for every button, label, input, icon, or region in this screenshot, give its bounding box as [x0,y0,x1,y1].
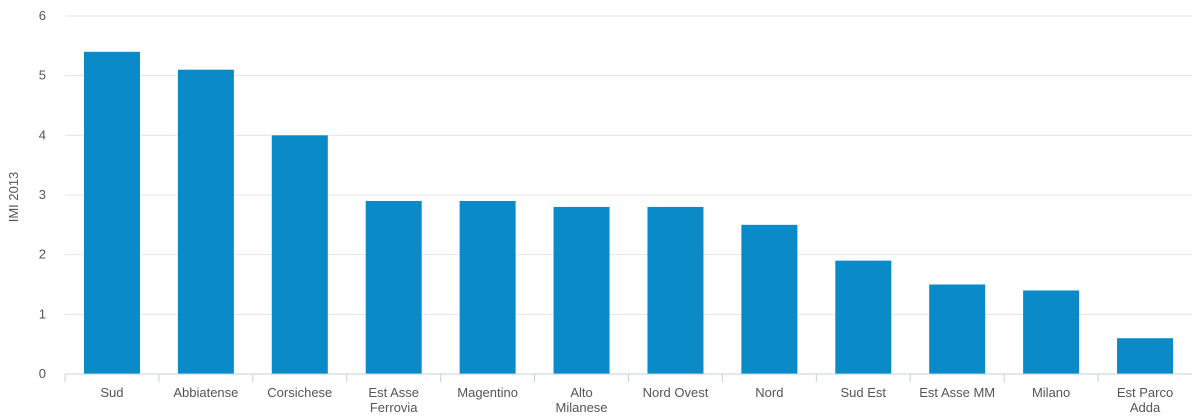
x-tick-label: Sud [100,385,123,400]
x-tick-label-line: Nord [755,385,783,400]
y-tick-label: 1 [39,306,46,321]
x-axis-ticks [64,374,1099,382]
x-tick-label-line: Magentino [457,385,518,400]
bar [1117,338,1174,374]
bar [741,224,798,374]
x-tick-label: Corsichese [267,385,332,400]
y-tick-label: 2 [39,247,46,262]
x-tick-label-line: Adda [1130,400,1161,415]
x-tick-label-line: Ferrovia [370,400,418,415]
bar [553,206,610,374]
bar [83,51,140,375]
x-tick-label-line: Est Asse [368,385,419,400]
bar [1023,290,1080,374]
y-tick-label: 6 [39,8,46,23]
bar [365,200,422,374]
y-tick-label: 4 [39,127,46,142]
x-tick-label: Abbiatense [173,385,238,400]
y-axis-ticks: 0 1 2 3 4 5 6 [39,8,46,381]
x-tick-label-line: Milano [1032,385,1070,400]
x-tick-label-line: Sud [100,385,123,400]
x-tick-label-line: Milanese [556,400,608,415]
x-tick-label-line: Alto [570,385,592,400]
x-tick-label: Est Asse Ferrovia [368,385,419,415]
grid-lines [65,15,1192,315]
y-tick-label: 3 [39,187,46,202]
bar [177,69,234,374]
x-tick-label-line: Abbiatense [173,385,238,400]
y-axis-title: IMI 2013 [6,172,21,223]
y-tick-label: 0 [39,366,46,381]
x-tick-label: Alto Milanese [556,385,608,415]
x-tick-label: Milano [1032,385,1070,400]
x-tick-label-line: Sud Est [841,385,887,400]
bar [271,135,328,374]
x-tick-label: Nord [755,385,783,400]
x-axis-labels: Sud Abbiatense Corsichese Est Asse Ferrovia M… [100,385,1173,415]
x-tick-label: Est Parco Adda [1117,385,1173,415]
bar [647,206,704,374]
bar [929,284,986,374]
x-tick-label: Est Asse MM [919,385,995,400]
bar [459,200,516,374]
x-tick-label: Sud Est [841,385,887,400]
x-tick-label-line: Nord Ovest [643,385,709,400]
x-tick-label: Nord Ovest [643,385,709,400]
x-tick-label-line: Corsichese [267,385,332,400]
y-tick-label: 5 [39,68,46,83]
bar [835,260,892,374]
x-tick-label-line: Est Parco [1117,385,1173,400]
x-tick-label: Magentino [457,385,518,400]
bars [83,51,1174,375]
x-tick-label-line: Est Asse MM [919,385,995,400]
